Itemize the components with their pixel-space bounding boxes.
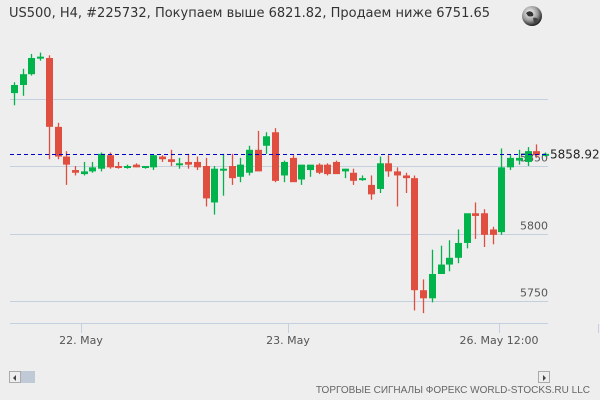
candle <box>28 53 35 76</box>
candle <box>194 156 201 171</box>
candle <box>324 163 331 176</box>
candle <box>516 149 523 165</box>
x-axis: 22. May 23. May 26. May 12:00 <box>59 324 599 347</box>
candle <box>255 130 262 172</box>
candle <box>142 166 149 169</box>
current-price-line: 5858.92 <box>10 148 600 162</box>
candle <box>46 55 53 160</box>
candle <box>490 226 497 245</box>
candle <box>237 157 244 183</box>
candle <box>498 148 505 235</box>
candle <box>63 151 70 185</box>
candle <box>525 147 532 166</box>
candle <box>420 279 427 314</box>
candle <box>211 166 218 215</box>
y-tick-label: 5750 <box>520 287 548 300</box>
arrow-right-icon <box>543 375 546 381</box>
candle <box>429 249 436 303</box>
candle <box>115 161 122 169</box>
candle <box>55 122 62 160</box>
candle <box>333 160 340 175</box>
scroll-left-button[interactable] <box>9 371 21 383</box>
candle <box>159 155 166 162</box>
candle <box>507 155 514 171</box>
candles <box>11 52 549 314</box>
candle <box>107 152 114 169</box>
candle <box>298 164 305 185</box>
candle <box>455 229 462 264</box>
candle <box>464 213 471 249</box>
candle <box>472 202 479 239</box>
candle <box>185 153 192 169</box>
candle <box>133 163 140 168</box>
candle <box>72 166 79 176</box>
candle <box>316 163 323 175</box>
candle <box>98 152 105 172</box>
globe-icon[interactable] <box>521 5 543 27</box>
candle <box>350 168 357 185</box>
candle <box>246 145 253 176</box>
footer-credit: ТОРГОВЫЕ СИГНАЛЫ ФОРЕКС WORLD-STOCKS.RU … <box>315 385 590 396</box>
candle <box>342 168 349 179</box>
candle <box>359 175 366 181</box>
candle <box>229 153 236 185</box>
candle <box>81 161 88 176</box>
x-tick-label: 22. May <box>59 334 103 347</box>
candle <box>368 175 375 200</box>
candle <box>150 155 157 171</box>
candle <box>272 128 279 183</box>
x-tick-label: 23. May <box>266 334 310 347</box>
candle <box>403 172 410 193</box>
candle <box>481 209 488 247</box>
candle <box>385 155 392 177</box>
candle <box>394 167 401 207</box>
arrow-left-icon <box>13 375 16 381</box>
candle <box>220 153 227 196</box>
current-price-label: 5858.92 <box>550 148 600 162</box>
x-tick-label: 26. May 12:00 <box>460 334 539 347</box>
candle <box>11 82 18 106</box>
candle <box>377 156 384 193</box>
candle <box>263 132 270 154</box>
y-tick-label: 5800 <box>520 220 548 233</box>
candle <box>533 144 540 158</box>
candle <box>307 164 314 177</box>
scroll-right-button[interactable] <box>538 371 550 383</box>
candle <box>124 164 131 169</box>
candle <box>203 157 210 207</box>
candle <box>290 155 297 183</box>
scrollbar-thumb[interactable] <box>21 371 35 383</box>
candle <box>446 240 453 272</box>
candle <box>37 52 44 61</box>
candle <box>411 175 418 311</box>
candle <box>20 68 27 96</box>
candle <box>438 245 445 274</box>
candle <box>176 157 183 169</box>
candle <box>89 161 96 173</box>
candle <box>168 149 175 166</box>
candle <box>281 160 288 183</box>
chart-title: US500, H4, #225732, Покупаем выше 6821.8… <box>9 6 491 21</box>
